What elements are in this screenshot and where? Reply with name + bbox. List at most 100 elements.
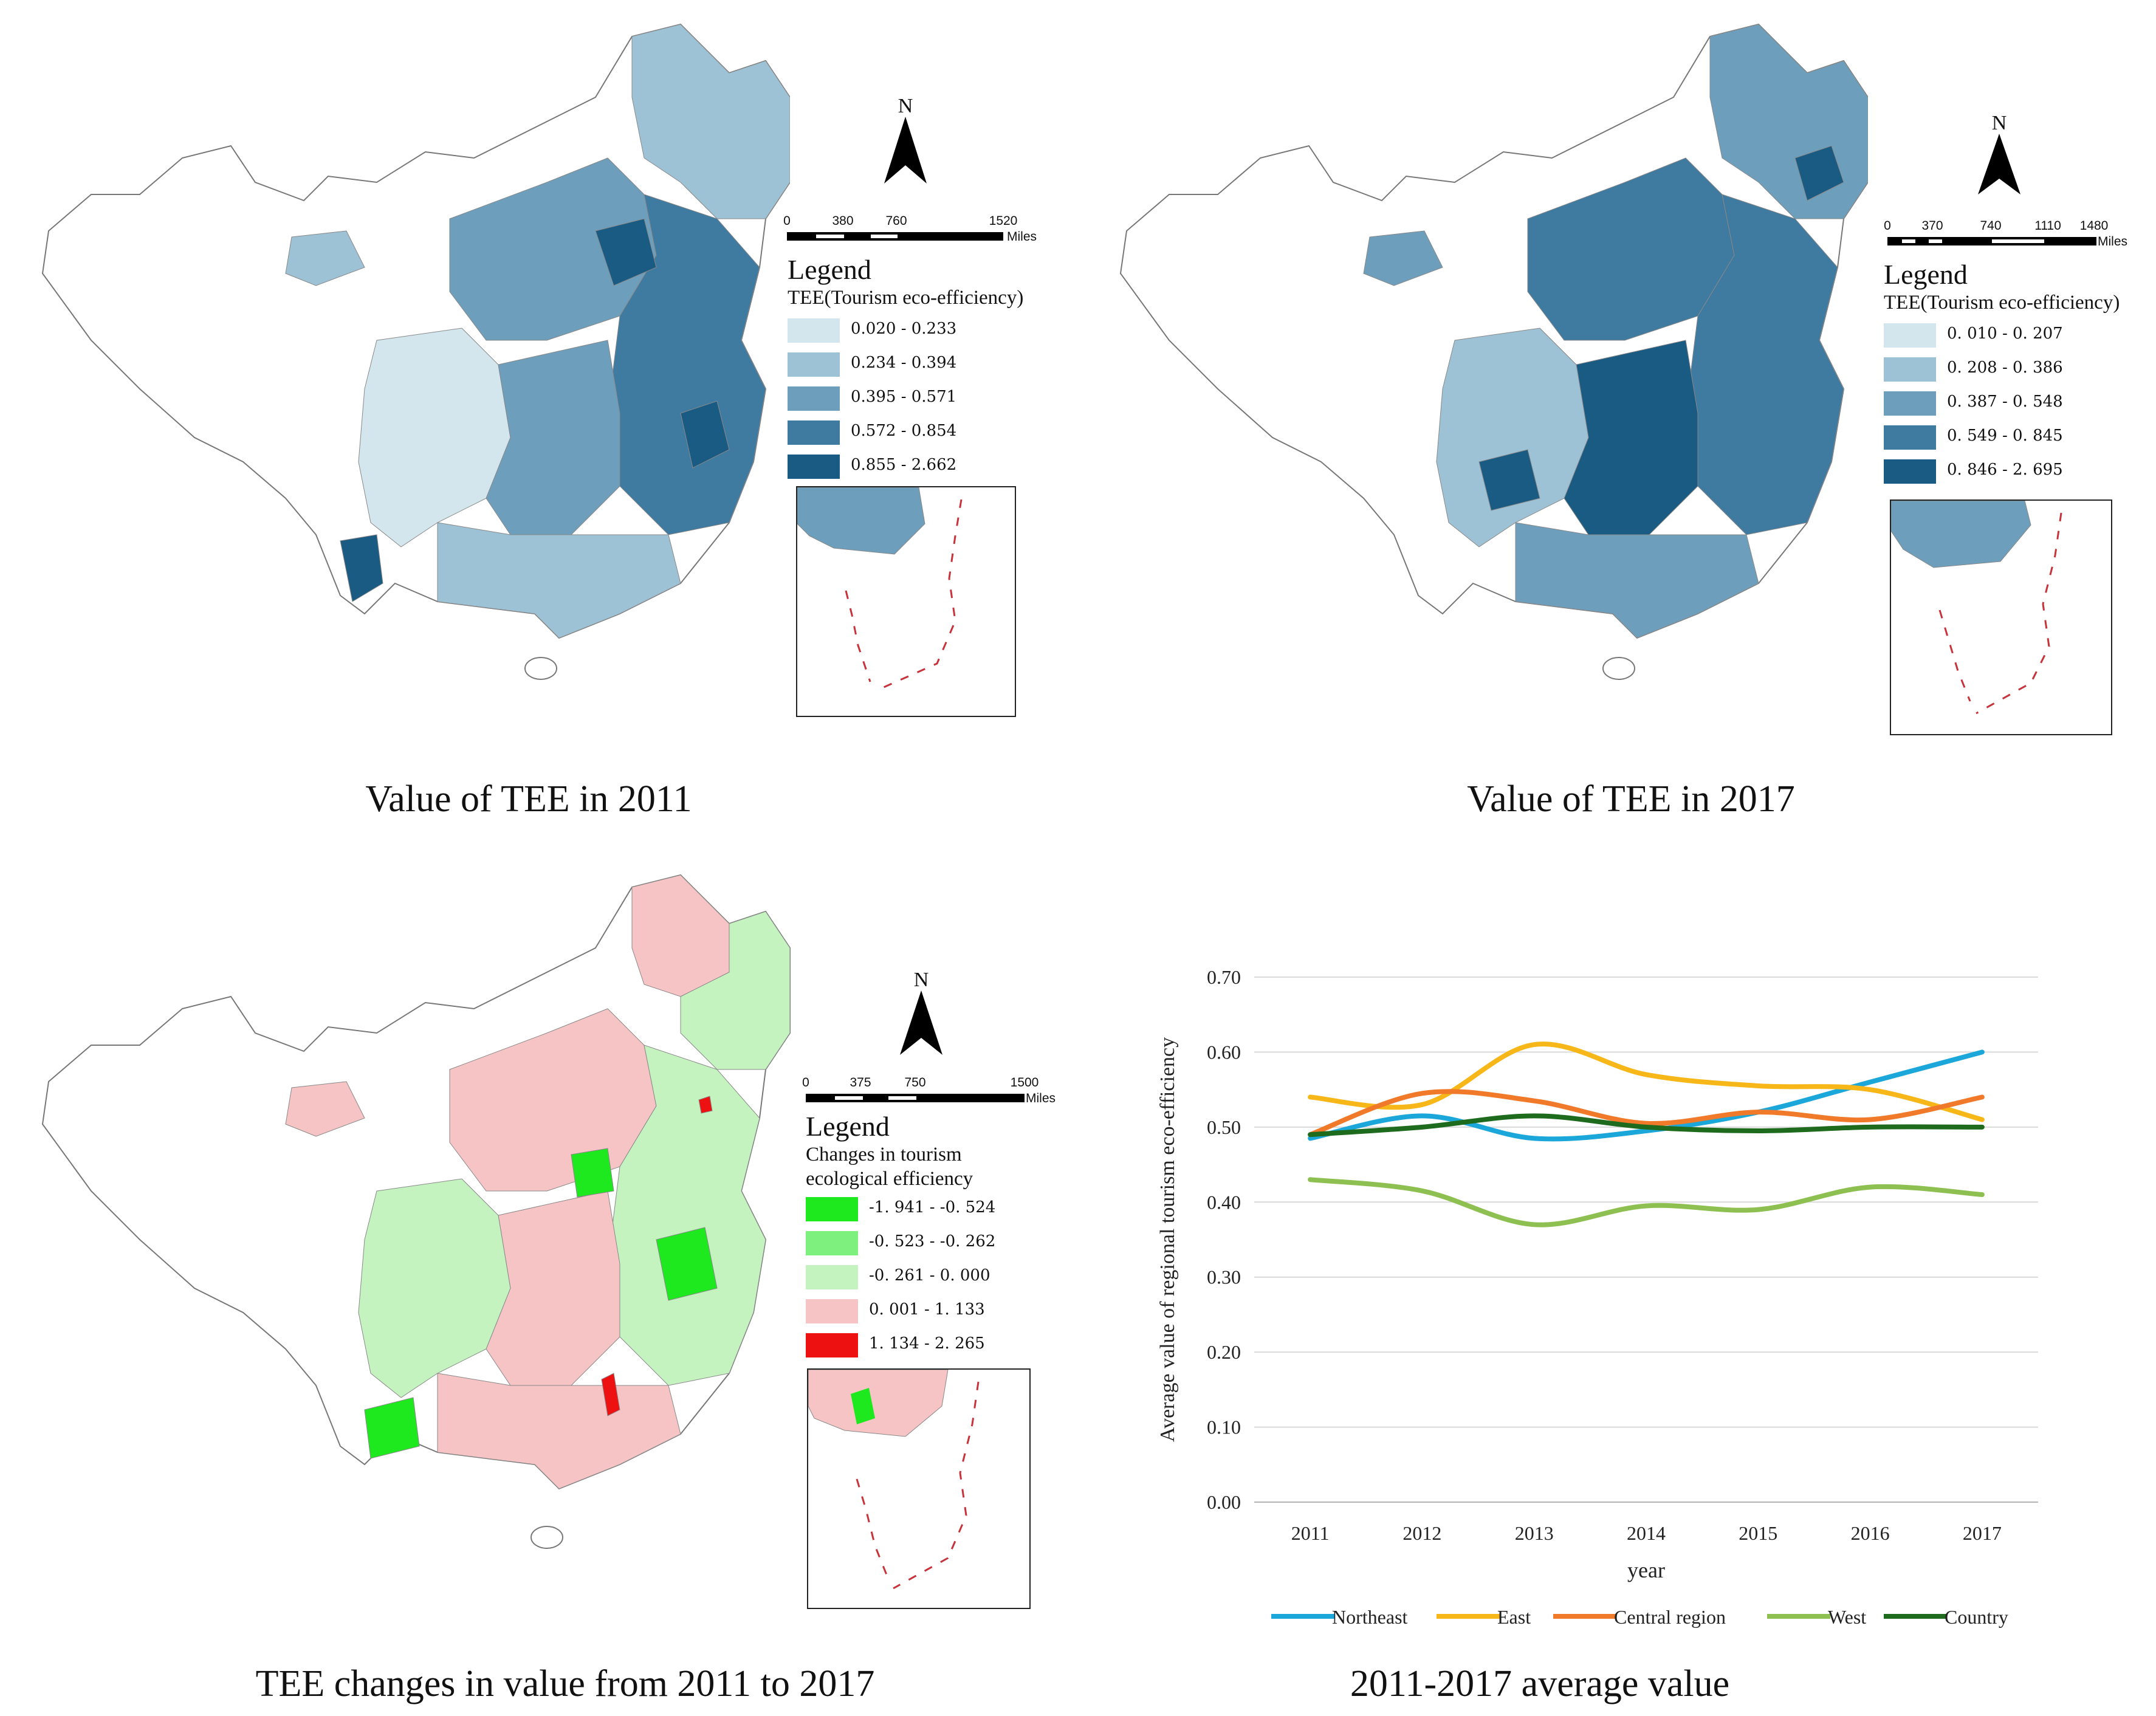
scale-tick: 0 (802, 1076, 809, 1090)
region-northeast-green (680, 911, 791, 1070)
south-china-sea-inset (1890, 499, 2112, 735)
legend-item: 0.234 - 0.394 (788, 348, 1067, 382)
region-green-2 (571, 1148, 614, 1198)
map-panel-change: N 0 375 750 1500 Miles Legend Changes in… (0, 851, 1078, 1716)
north-arrow-icon (1978, 134, 2020, 194)
region-south (1515, 522, 1759, 639)
scale-tick: 1110 (2034, 219, 2061, 233)
scale-bar: 0 375 750 1500 Miles (802, 1076, 1056, 1111)
legend-swatch (806, 1265, 858, 1289)
x-axis-label: year (1627, 1558, 1665, 1582)
legend-swatch (806, 1197, 858, 1221)
hainan-island (524, 657, 557, 680)
legend-swatch (788, 386, 840, 411)
legend-swatch (1884, 391, 1936, 416)
x-tick-label: 2015 (1739, 1522, 1777, 1544)
legend-item: 0.020 - 0.233 (788, 314, 1067, 348)
region-dark-1 (595, 218, 657, 286)
legend-swatch (1884, 459, 1936, 484)
scale-unit: Miles (1026, 1091, 1056, 1105)
legend-title: Legend (1884, 259, 1968, 290)
legend-swatch (1884, 323, 1936, 348)
y-tick-label: 0.30 (1207, 1266, 1241, 1288)
map-panel-2017: N 0 370 740 1110 1480 Miles Legend TEE(T… (1078, 0, 2156, 851)
region-dark-1 (1794, 145, 1844, 201)
scale-tick: 0 (1884, 219, 1891, 233)
legend: Legend TEE(Tourism eco-efficiency) 0.020… (788, 254, 1067, 484)
x-tick-label: 2012 (1402, 1522, 1441, 1544)
legend-swatch (788, 420, 840, 445)
scale-bar: 0 370 740 1110 1480 Miles (1884, 219, 2128, 254)
north-label: N (898, 95, 913, 117)
legend-swatch (788, 352, 840, 377)
legend-title: Legend (806, 1111, 890, 1142)
x-tick-label: 2011 (1291, 1522, 1330, 1544)
legend-item: -0. 523 - -0. 262 (806, 1226, 1073, 1260)
legend-swatch (788, 318, 840, 343)
legend-item: 0. 010 - 0. 207 (1884, 318, 2155, 352)
legend-label: Northeast (1332, 1606, 1408, 1628)
legend-label: East (1497, 1606, 1531, 1628)
legend-subtitle: TEE(Tourism eco-efficiency) (1884, 292, 2120, 314)
legend-item: 0.572 - 0.854 (788, 416, 1067, 450)
legend-swatch (806, 1231, 858, 1255)
scale-unit: Miles (2098, 235, 2128, 249)
region-green-1 (656, 1227, 718, 1301)
x-tick-label: 2017 (1963, 1522, 2002, 1544)
scale-tick: 1520 (989, 214, 1018, 228)
series-line-country (1308, 1113, 1985, 1138)
y-tick-label: 0.10 (1207, 1416, 1241, 1438)
line-chart-panel: 0.00 0.10 0.20 0.30 0.40 0.50 0.60 0.70 2011 2012… (1078, 851, 2156, 1716)
legend-item: 0.855 - 2.662 (788, 450, 1067, 484)
legend-label: Central region (1614, 1606, 1726, 1628)
legend-subtitle-2: ecological efficiency (806, 1168, 973, 1190)
legend-label: West (1828, 1606, 1866, 1628)
legend-swatch (806, 1299, 858, 1323)
legend-subtitle: TEE(Tourism eco-efficiency) (788, 287, 1024, 309)
panel-caption: TEE changes in value from 2011 to 2017 (255, 1663, 875, 1704)
legend-swatch (788, 455, 840, 479)
china-map-change (41, 874, 791, 1549)
scale-tick: 370 (1921, 219, 1943, 233)
panel-caption: Value of TEE in 2017 (1467, 778, 1795, 820)
chart-caption: 2011-2017 average value (1350, 1663, 1730, 1704)
north-arrow-icon (884, 117, 927, 184)
legend-swatch (1884, 357, 1936, 382)
legend-swatch (806, 1333, 858, 1357)
y-tick-label: 0.40 (1207, 1191, 1241, 1213)
scale-tick: 1480 (2079, 219, 2109, 233)
y-tick-label: 0.60 (1207, 1041, 1241, 1063)
region-east-green (607, 1045, 766, 1386)
region-dark-3 (340, 534, 383, 602)
legend-label: Country (1945, 1606, 2008, 1628)
hainan-island (1602, 657, 1635, 680)
y-tick-label: 0.70 (1207, 966, 1241, 988)
line-chart: 0.00 0.10 0.20 0.30 0.40 0.50 0.60 0.70 2011 2012… (1156, 966, 2038, 1628)
region-east-coast (1685, 194, 1844, 535)
series-line-west (1308, 1177, 1985, 1227)
legend-item: 1. 134 - 2. 265 (806, 1328, 1073, 1362)
series-line-northeast (1308, 1049, 1985, 1142)
region-red-2 (698, 1096, 713, 1114)
x-tick-label: 2016 (1851, 1522, 1890, 1544)
map-panel-2011: N 0 380 760 1520 Miles Legend TEE(Touris… (0, 0, 1078, 851)
region-south-pink (437, 1373, 681, 1489)
north-label: N (1991, 112, 2007, 134)
y-tick-label: 0.50 (1207, 1116, 1241, 1138)
legend-item: 0.395 - 0.571 (788, 382, 1067, 416)
scale-tick: 380 (832, 214, 854, 228)
legend: Legend TEE(Tourism eco-efficiency) 0. 01… (1884, 259, 2155, 489)
scale-tick: 750 (904, 1076, 926, 1090)
region-dark-2 (1478, 449, 1540, 511)
region-dark-2 (680, 400, 730, 468)
legend-item: -0. 261 - 0. 000 (806, 1260, 1073, 1294)
legend-item: 0. 208 - 0. 386 (1884, 352, 2155, 386)
legend-item: 0. 387 - 0. 548 (1884, 386, 2155, 420)
x-tick-label: 2014 (1627, 1522, 1666, 1544)
x-tick-label: 2013 (1515, 1522, 1554, 1544)
north-label: N (913, 969, 929, 991)
south-china-sea-inset (807, 1368, 1031, 1609)
series-line-east (1308, 1042, 1985, 1122)
legend-item: 0. 846 - 2. 695 (1884, 455, 2155, 489)
inset-map (808, 1370, 980, 1590)
